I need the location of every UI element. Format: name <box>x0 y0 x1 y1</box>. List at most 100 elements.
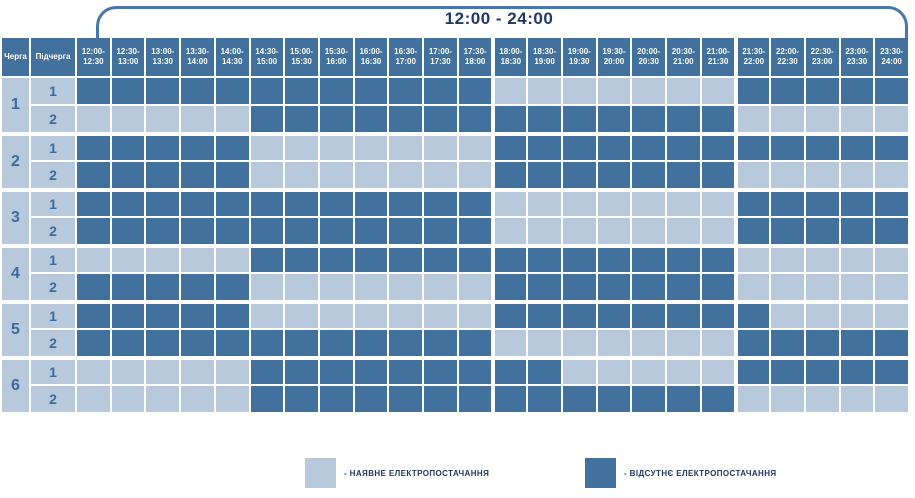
outage-cell <box>528 302 561 328</box>
outage-cell <box>528 134 561 160</box>
outage-cell <box>319 246 353 272</box>
subqueue-label: 2 <box>31 274 75 300</box>
outage-cell <box>250 190 284 216</box>
outage-cell <box>458 218 492 244</box>
power-available-cell <box>528 78 561 104</box>
outage-cell <box>250 218 284 244</box>
outage-cell <box>597 106 631 132</box>
power-available-cell <box>840 246 874 272</box>
outage-cell <box>528 246 561 272</box>
power-available-cell <box>805 274 839 300</box>
outage-cell <box>181 78 214 104</box>
power-available-cell <box>389 302 423 328</box>
outage-cell <box>597 274 631 300</box>
outage-cell <box>701 106 735 132</box>
outage-cell <box>181 330 214 356</box>
outage-cell <box>805 78 839 104</box>
power-available-cell <box>701 78 735 104</box>
outage-cell <box>458 78 492 104</box>
subqueue-label: 2 <box>31 106 75 132</box>
subqueue-label: 1 <box>31 134 75 160</box>
outage-cell <box>215 274 249 300</box>
outage-cell <box>389 386 423 412</box>
outage-cell <box>285 246 318 272</box>
outage-cell <box>319 330 353 356</box>
power-available-cell <box>701 218 735 244</box>
time-slot-header: 14:30- 15:00 <box>250 38 284 76</box>
power-available-cell <box>354 162 388 188</box>
outage-cell <box>805 134 839 160</box>
outage-cell <box>111 274 145 300</box>
power-available-cell <box>701 358 735 384</box>
outage-cell <box>389 106 423 132</box>
outage-cell <box>111 162 145 188</box>
outage-cell <box>805 218 839 244</box>
outage-cell <box>701 386 735 412</box>
outage-cell <box>771 134 804 160</box>
power-available-cell <box>875 246 908 272</box>
power-available-cell <box>493 218 527 244</box>
outage-cell <box>458 330 492 356</box>
outage-cell <box>493 358 527 384</box>
outage-cell <box>181 274 214 300</box>
time-slot-header: 20:30- 21:00 <box>667 38 700 76</box>
time-slot-header: 19:30- 20:00 <box>597 38 631 76</box>
power-available-cell <box>875 302 908 328</box>
power-available-cell <box>215 358 249 384</box>
power-available-cell <box>771 386 804 412</box>
outage-cell <box>771 78 804 104</box>
power-available-cell <box>736 162 770 188</box>
outage-cell <box>389 246 423 272</box>
outage-cell <box>424 358 457 384</box>
outage-cell <box>77 274 110 300</box>
outage-cell <box>77 302 110 328</box>
queue-label: 5 <box>2 302 29 356</box>
legend-item-power-absent: - ВІДСУТНЄ ЕЛЕКТРОПОСТАЧАННЯ <box>585 458 777 488</box>
outage-cell <box>667 162 700 188</box>
outage-cell <box>215 330 249 356</box>
outage-cell <box>285 218 318 244</box>
time-slot-header: 18:30- 19:00 <box>528 38 561 76</box>
outage-cell <box>111 134 145 160</box>
time-slot-header: 19:00- 19:30 <box>562 38 596 76</box>
power-available-cell <box>632 78 666 104</box>
outage-cell <box>424 246 457 272</box>
outage-cell <box>146 134 180 160</box>
outage-cell <box>667 106 700 132</box>
power-available-cell <box>319 302 353 328</box>
power-available-cell <box>77 106 110 132</box>
outage-cell <box>285 386 318 412</box>
outage-cell <box>458 246 492 272</box>
outage-cell <box>250 358 284 384</box>
outage-cell <box>840 78 874 104</box>
power-available-cell <box>597 190 631 216</box>
outage-cell <box>250 78 284 104</box>
subqueue-label: 1 <box>31 78 75 104</box>
power-available-cell <box>805 246 839 272</box>
power-available-cell <box>215 106 249 132</box>
outage-cell <box>424 190 457 216</box>
outage-cell <box>215 190 249 216</box>
queue-label: 1 <box>2 78 29 132</box>
outage-cell <box>528 162 561 188</box>
power-available-cell <box>875 386 908 412</box>
subqueue-label: 1 <box>31 302 75 328</box>
outage-cell <box>215 302 249 328</box>
outage-cell <box>354 386 388 412</box>
power-available-cell <box>493 330 527 356</box>
power-available-cell <box>562 78 596 104</box>
outage-cell <box>354 218 388 244</box>
time-slot-header: 12:30- 13:00 <box>111 38 145 76</box>
power-available-cell <box>458 134 492 160</box>
power-available-cell <box>875 106 908 132</box>
outage-cell <box>493 386 527 412</box>
time-slot-header: 18:00- 18:30 <box>493 38 527 76</box>
power-available-cell <box>181 246 214 272</box>
outage-cell <box>528 106 561 132</box>
outage-cell <box>424 386 457 412</box>
outage-cell <box>805 358 839 384</box>
power-available-cell <box>736 274 770 300</box>
time-slot-header: 12:00- 12:30 <box>77 38 110 76</box>
outage-cell <box>285 78 318 104</box>
power-available-cell <box>250 162 284 188</box>
